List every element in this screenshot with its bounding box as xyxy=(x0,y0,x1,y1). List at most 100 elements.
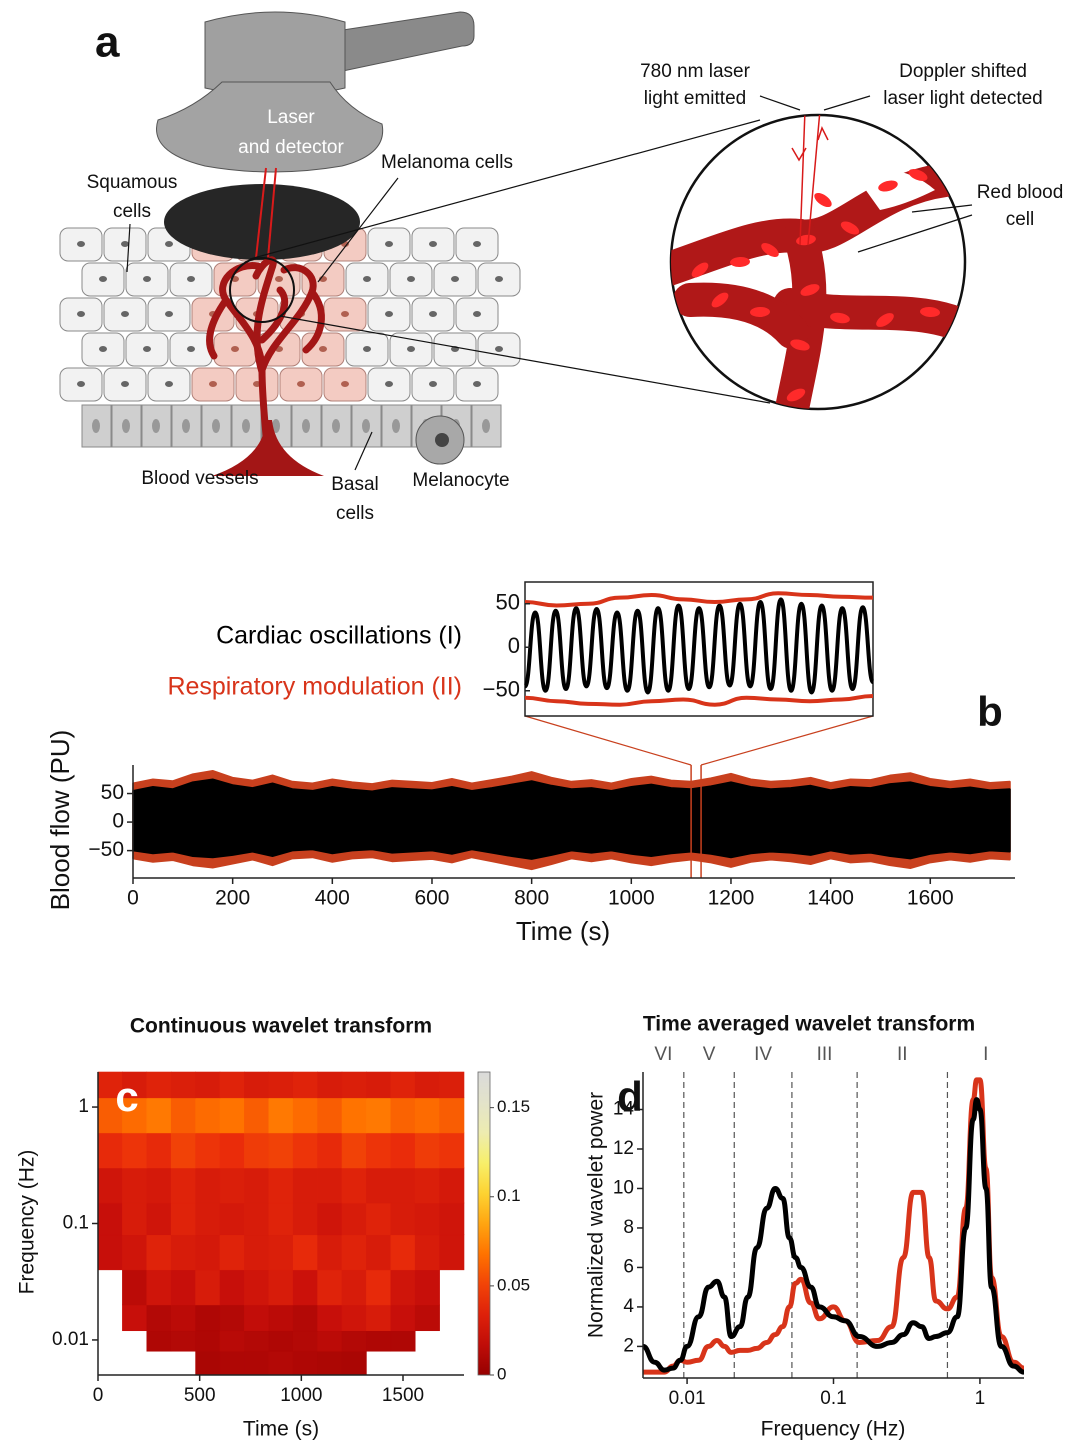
heat-cell xyxy=(170,1097,196,1134)
heat-cell xyxy=(390,1269,416,1306)
heat-cell xyxy=(146,1132,172,1169)
heat-cell xyxy=(268,1350,294,1376)
series-line xyxy=(524,591,874,608)
heat-cell xyxy=(366,1167,392,1204)
heat-cell xyxy=(97,1071,123,1099)
heat-cell xyxy=(219,1132,245,1169)
series-line xyxy=(643,1077,1025,1375)
heat-cell xyxy=(195,1304,221,1332)
leader-lines xyxy=(126,95,973,471)
nucleus xyxy=(332,419,340,433)
nucleus xyxy=(385,241,393,247)
zoom-connector xyxy=(700,715,874,766)
red-blood-cell xyxy=(878,180,898,192)
x-axis-label: Time (s) xyxy=(516,916,610,946)
y-tick-label: 6 xyxy=(623,1256,634,1277)
heat-cell xyxy=(439,1071,465,1099)
heat-cell xyxy=(268,1269,294,1306)
heat-cell xyxy=(292,1304,318,1332)
heat-cell xyxy=(341,1350,367,1376)
x-tick-label: 200 xyxy=(215,887,250,910)
nucleus xyxy=(473,381,481,387)
heat-cell xyxy=(219,1097,245,1134)
heat-cell xyxy=(244,1071,270,1099)
interval-label: VI xyxy=(654,1044,672,1065)
heat-cell xyxy=(292,1350,318,1376)
y-tick-label: 12 xyxy=(613,1138,634,1159)
nucleus xyxy=(187,276,195,282)
heat-cell xyxy=(195,1202,221,1236)
y-tick-label: 10 xyxy=(613,1177,634,1198)
heat-cell xyxy=(390,1097,416,1134)
nucleus xyxy=(407,346,415,352)
heat-cell xyxy=(219,1304,245,1332)
heat-cell xyxy=(219,1350,245,1376)
heat-cell xyxy=(414,1071,440,1099)
heat-cell xyxy=(366,1097,392,1134)
heat-cell xyxy=(439,1132,465,1169)
y-tick-label: 14 xyxy=(613,1099,635,1120)
heat-cell xyxy=(219,1269,245,1306)
nucleus xyxy=(121,381,129,387)
interval-label: I xyxy=(983,1044,988,1065)
heat-cell xyxy=(292,1097,318,1134)
nucleus xyxy=(122,419,130,433)
heat-cell xyxy=(366,1269,392,1306)
heat-cell xyxy=(195,1167,221,1204)
heat-cell xyxy=(244,1350,270,1376)
x-tick-label: 1500 xyxy=(382,1385,424,1406)
nucleus xyxy=(495,346,503,352)
x-axis-label: Frequency (Hz) xyxy=(761,1418,906,1441)
heat-cell xyxy=(195,1097,221,1134)
y-tick-label: 0.01 xyxy=(52,1329,89,1350)
chart-title: Continuous wavelet transform xyxy=(130,1015,432,1038)
nucleus xyxy=(302,419,310,433)
heat-cell xyxy=(341,1132,367,1169)
heat-cell xyxy=(170,1071,196,1099)
heat-cell xyxy=(122,1202,148,1236)
heat-cell xyxy=(292,1071,318,1099)
nucleus xyxy=(385,311,393,317)
label: cell xyxy=(1006,209,1035,230)
heat-cell xyxy=(439,1097,465,1134)
heat-cell xyxy=(439,1234,465,1271)
label: Blood vessels xyxy=(141,468,258,489)
heat-cell xyxy=(268,1132,294,1169)
heat-cell xyxy=(414,1097,440,1134)
nucleus xyxy=(152,419,160,433)
label: light emitted xyxy=(644,88,746,109)
heat-cell xyxy=(146,1234,172,1271)
y-axis-label: Frequency (Hz) xyxy=(16,1150,39,1295)
red-blood-cell xyxy=(761,243,779,257)
heat-cell xyxy=(317,1234,343,1271)
interval-label: III xyxy=(817,1044,833,1065)
heat-cell xyxy=(317,1132,343,1169)
heat-cell xyxy=(170,1304,196,1332)
heat-cell xyxy=(146,1304,172,1332)
series-line xyxy=(523,597,875,695)
label: Melanoma cells xyxy=(381,152,513,173)
nucleus xyxy=(77,381,85,387)
heat-cell xyxy=(317,1304,343,1332)
heat-cell xyxy=(97,1202,123,1236)
interval-label: V xyxy=(703,1044,716,1065)
nucleus xyxy=(319,346,327,352)
nucleus xyxy=(182,419,190,433)
heat-cell xyxy=(414,1132,440,1169)
heat-cell xyxy=(268,1097,294,1134)
nucleus xyxy=(473,241,481,247)
heat-cell xyxy=(122,1167,148,1204)
series-line xyxy=(524,693,874,707)
nucleus xyxy=(212,419,220,433)
heat-cell xyxy=(317,1202,343,1236)
zoom-content xyxy=(671,115,965,409)
heat-cell xyxy=(268,1202,294,1236)
label: laser light detected xyxy=(883,88,1043,109)
nucleus xyxy=(341,311,349,317)
x-axis-label: Time (s) xyxy=(243,1418,319,1441)
heat-cell xyxy=(292,1132,318,1169)
heat-cell xyxy=(317,1350,343,1376)
legend-label: Respiratory modulation (II) xyxy=(167,673,462,701)
heat-cell xyxy=(244,1167,270,1204)
